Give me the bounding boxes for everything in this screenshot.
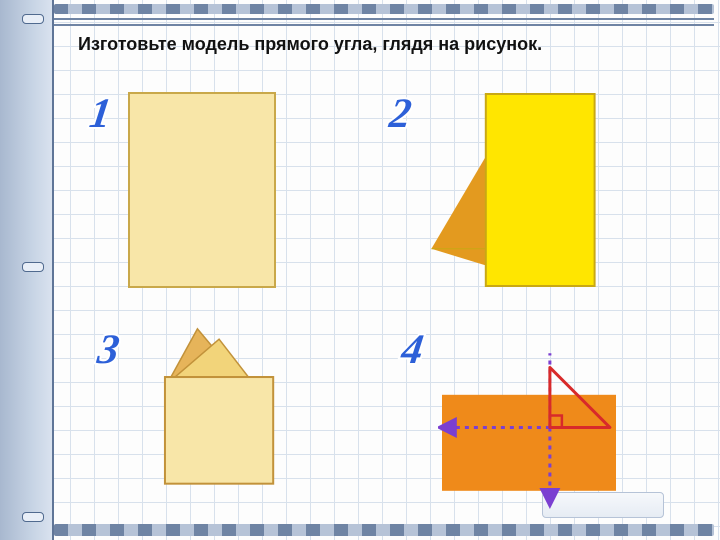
bottom-decor-strip <box>54 524 714 536</box>
step-panel-3 <box>142 322 306 499</box>
binder-notch <box>22 512 44 522</box>
step-panel-4 <box>438 350 652 515</box>
top-decor-strip <box>54 4 714 14</box>
binder-notch <box>22 14 44 24</box>
binder-notch <box>22 262 44 272</box>
top-decor-line <box>54 24 714 26</box>
left-binder-band <box>0 0 54 540</box>
step-panel-1 <box>128 92 276 293</box>
step-panel-2 <box>428 92 598 293</box>
instruction-title: Изготовьте модель прямого угла, глядя на… <box>78 34 690 55</box>
top-decor-line <box>54 18 714 20</box>
slide: Изготовьте модель прямого угла, глядя на… <box>0 0 720 540</box>
